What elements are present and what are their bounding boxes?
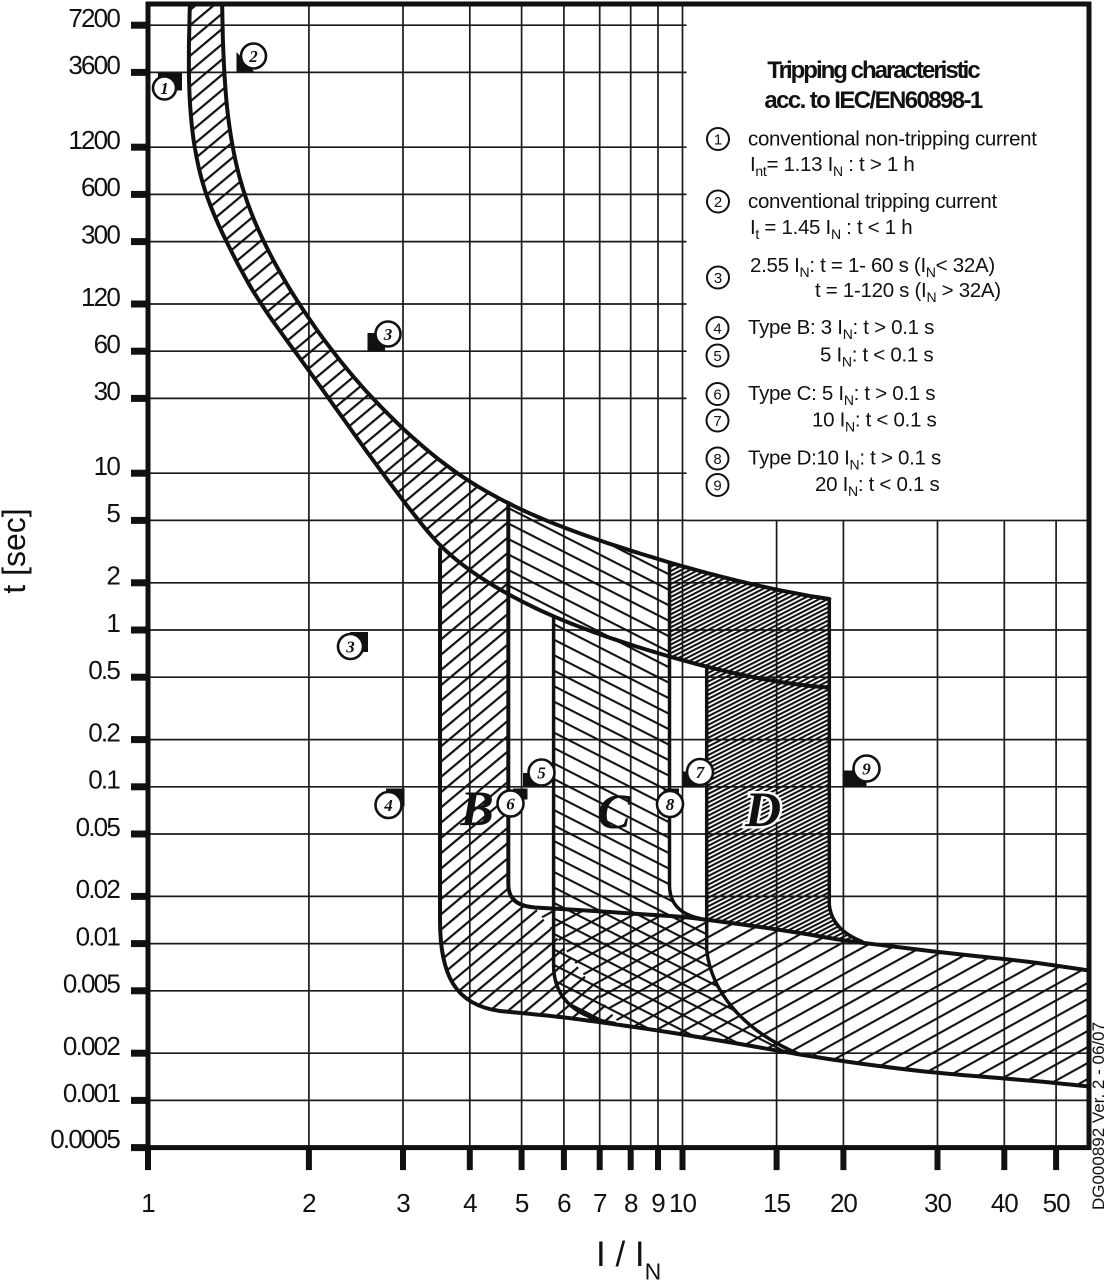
svg-text:Type C: 5 IN​: t > 0.1 s: Type C: 5 IN​: t > 0.1 s: [748, 382, 935, 408]
svg-text:3: 3: [345, 638, 355, 657]
svg-text:Type B: 3 IN​: t > 0.1 s: Type B: 3 IN​: t > 0.1 s: [748, 316, 934, 342]
svg-text:50: 50: [1043, 1188, 1070, 1218]
svg-text:5 IN​: t < 0.1 s: 5 IN​: t < 0.1 s: [820, 344, 933, 370]
svg-text:10: 10: [94, 451, 121, 481]
svg-text:8: 8: [713, 451, 721, 468]
svg-text:B: B: [459, 780, 493, 836]
svg-text:0.005: 0.005: [63, 969, 120, 999]
svg-text:conventional tripping current: conventional tripping current: [748, 190, 997, 213]
svg-text:300: 300: [81, 219, 120, 249]
svg-text:2: 2: [248, 47, 258, 66]
svg-text:9: 9: [713, 478, 721, 495]
svg-text:8: 8: [666, 795, 675, 814]
svg-text:6: 6: [713, 387, 721, 404]
svg-text:20 IN​: t < 0.1 s: 20 IN​: t < 0.1 s: [815, 473, 939, 499]
svg-text:9: 9: [862, 760, 871, 779]
svg-text:10 IN​: t < 0.1 s: 10 IN​: t < 0.1 s: [812, 409, 936, 435]
svg-text:3: 3: [396, 1188, 410, 1218]
svg-text:1: 1: [160, 79, 169, 98]
svg-text:2: 2: [302, 1188, 316, 1218]
svg-text:Int​= 1.13 IN​ : t > 1 h: Int​= 1.13 IN​ : t > 1 h: [750, 153, 915, 179]
svg-text:0.01: 0.01: [76, 921, 121, 951]
svg-text:30: 30: [924, 1188, 951, 1218]
svg-text:2: 2: [106, 561, 120, 591]
svg-text:t = 1-120 s (IN​ > 32A): t = 1-120 s (IN​ > 32A): [815, 279, 1001, 305]
svg-text:0.02: 0.02: [76, 874, 121, 904]
svg-text:Type D:10 IN​: t > 0.1 s: Type D:10 IN​: t > 0.1 s: [748, 447, 941, 473]
svg-text:5: 5: [515, 1188, 529, 1218]
svg-text:4: 4: [463, 1188, 477, 1218]
svg-text:3: 3: [714, 270, 722, 287]
svg-text:D: D: [744, 781, 781, 837]
svg-text:0.001: 0.001: [63, 1078, 120, 1108]
svg-text:5: 5: [106, 498, 120, 528]
svg-text:4: 4: [713, 321, 721, 338]
svg-text:0.002: 0.002: [63, 1031, 120, 1061]
svg-text:2.55 IN​: t = 1- 60 s (IN​< 32: 2.55 IN​: t = 1- 60 s (IN​< 32A): [750, 254, 995, 280]
svg-text:4: 4: [383, 796, 393, 815]
svg-text:2: 2: [714, 194, 722, 211]
svg-text:0.5: 0.5: [88, 655, 120, 685]
svg-text:5: 5: [537, 764, 546, 783]
svg-text:3600: 3600: [68, 50, 120, 80]
svg-text:DG000892 Ver. 2 - 06/07: DG000892 Ver. 2 - 06/07: [1089, 1022, 1108, 1210]
svg-text:6: 6: [506, 795, 515, 814]
svg-text:1200: 1200: [68, 125, 120, 155]
svg-text:Tripping characteristic: Tripping characteristic: [767, 57, 980, 84]
svg-text:t [sec]: t [sec]: [0, 508, 32, 593]
svg-text:acc. to IEC/EN60898-1: acc. to IEC/EN60898-1: [764, 87, 982, 114]
svg-text:7: 7: [696, 763, 706, 782]
svg-text:120: 120: [81, 282, 120, 312]
svg-text:40: 40: [991, 1188, 1018, 1218]
svg-text:3: 3: [383, 325, 393, 344]
svg-text:10: 10: [669, 1188, 696, 1218]
svg-text:7: 7: [593, 1188, 607, 1218]
svg-text:C: C: [597, 783, 631, 839]
svg-text:7: 7: [713, 413, 721, 430]
svg-text:6: 6: [557, 1188, 571, 1218]
svg-text:1: 1: [141, 1188, 155, 1218]
svg-text:20: 20: [830, 1188, 857, 1218]
svg-text:9: 9: [651, 1188, 665, 1218]
svg-text:0.05: 0.05: [76, 812, 121, 842]
svg-text:7200: 7200: [68, 3, 120, 33]
svg-text:1: 1: [106, 608, 120, 638]
svg-text:1: 1: [714, 132, 722, 149]
svg-text:60: 60: [94, 329, 121, 359]
svg-text:0.1: 0.1: [88, 765, 120, 795]
svg-text:30: 30: [94, 376, 121, 406]
svg-text:15: 15: [763, 1188, 790, 1218]
svg-text:5: 5: [713, 348, 721, 365]
svg-text:0.0005: 0.0005: [50, 1124, 120, 1154]
svg-text:8: 8: [624, 1188, 638, 1218]
svg-text:conventional non-tripping curr: conventional non-tripping current: [748, 128, 1037, 151]
svg-text:600: 600: [81, 172, 120, 202]
svg-text:0.2: 0.2: [88, 717, 120, 747]
